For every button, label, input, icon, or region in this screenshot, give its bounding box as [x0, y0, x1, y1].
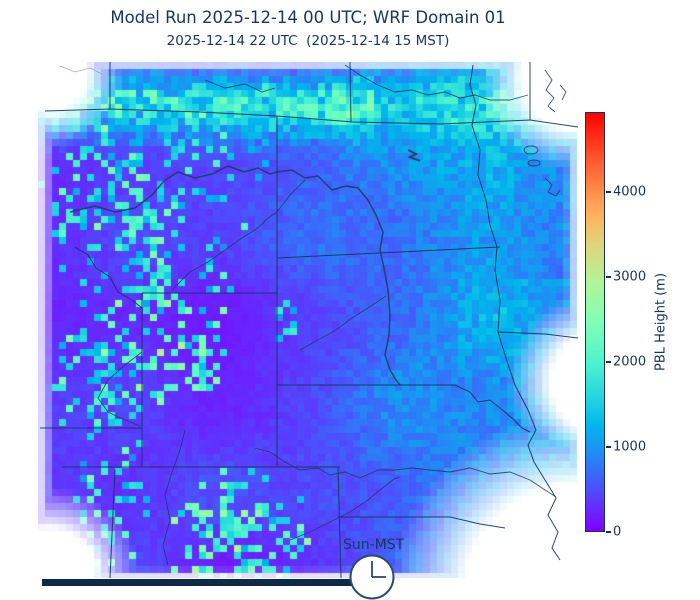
colorbar [585, 112, 605, 532]
colorbar-tick-mark [606, 446, 611, 448]
figure-subtitle: 2025-12-14 22 UTC (2025-12-14 15 MST) [166, 33, 450, 49]
colorbar-label: PBL Height (m) [653, 272, 669, 372]
colorbar-tick-label: 2000 [613, 354, 647, 370]
colorbar-tick-mark [606, 361, 611, 363]
figure-title: Model Run 2025-12-14 00 UTC; WRF Domain … [110, 8, 506, 27]
pbl-heatmap-canvas [38, 62, 578, 578]
colorbar-gradient [586, 113, 604, 531]
colorbar-tick-mark [606, 531, 611, 533]
colorbar-tick-label: 0 [613, 524, 622, 540]
colorbar-tick-label: 4000 [613, 184, 647, 200]
sun-time-label: Sun-MST [343, 537, 405, 553]
night-duration-bar [42, 579, 352, 586]
colorbar-tick-label: 3000 [613, 269, 647, 285]
colorbar-tick-label: 1000 [613, 439, 647, 455]
colorbar-tick-mark [606, 276, 611, 278]
colorbar-tick-mark [606, 191, 611, 193]
clock-icon [349, 554, 395, 600]
